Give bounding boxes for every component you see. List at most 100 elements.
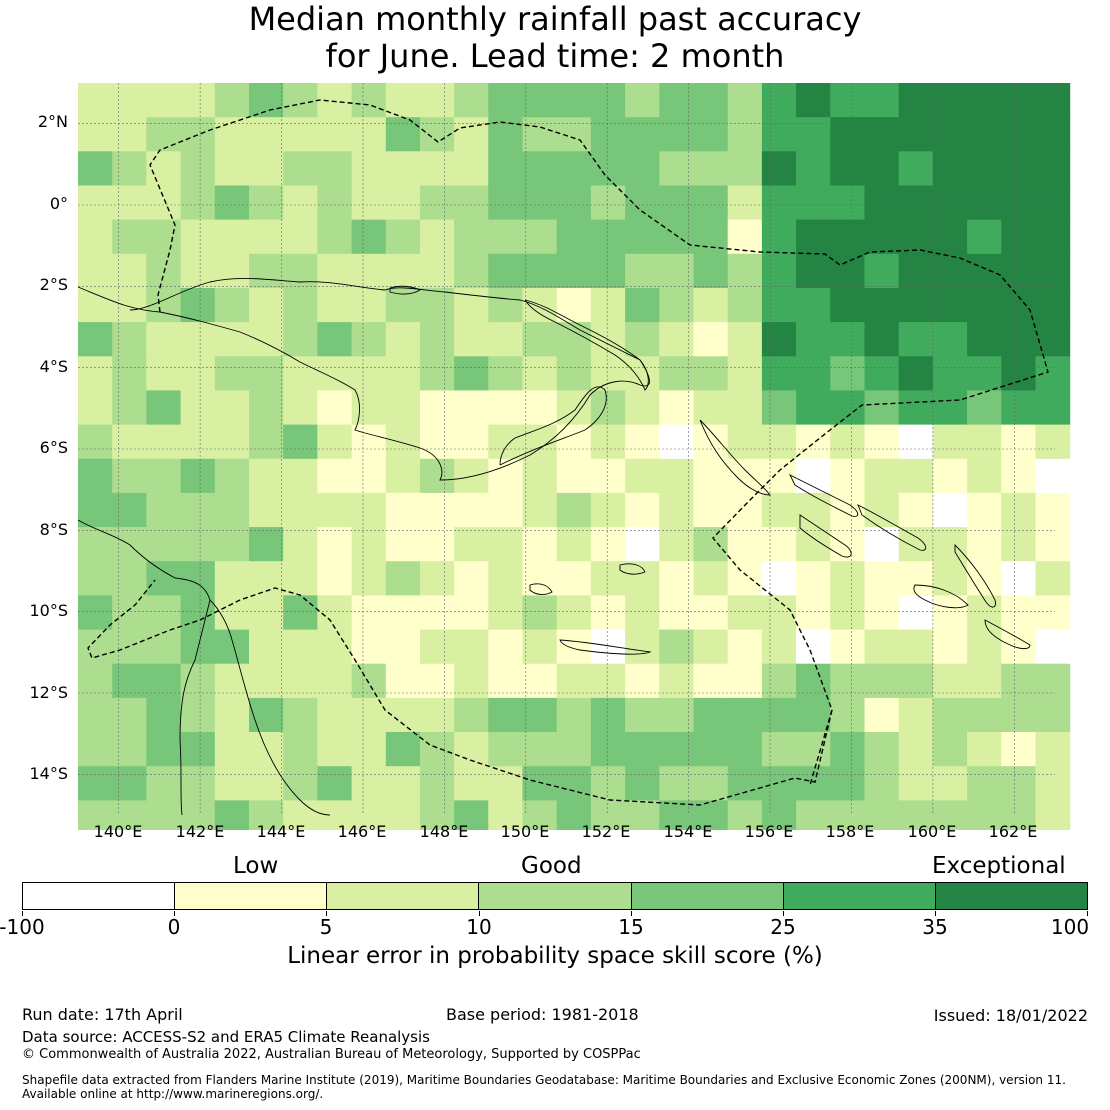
skill-cell bbox=[488, 697, 523, 733]
skill-cell bbox=[454, 492, 489, 528]
skill-cell bbox=[830, 663, 865, 699]
skill-cell bbox=[420, 253, 455, 289]
skill-cell bbox=[796, 253, 831, 289]
skill-cell bbox=[180, 117, 216, 152]
skill-cell bbox=[727, 492, 763, 528]
skill-cell bbox=[864, 492, 900, 528]
skill-cell bbox=[693, 185, 729, 221]
colorbar-tick-label: 15 bbox=[618, 915, 644, 939]
skill-cell bbox=[864, 595, 900, 631]
skill-cell bbox=[420, 629, 455, 665]
skill-cell bbox=[249, 527, 284, 562]
skill-cell bbox=[214, 766, 250, 801]
colorbar-tick bbox=[631, 911, 632, 916]
skill-cell bbox=[249, 629, 284, 665]
skill-cell bbox=[454, 697, 489, 733]
skill-cell bbox=[112, 356, 147, 391]
skill-cell bbox=[967, 527, 1002, 562]
skill-cell bbox=[693, 527, 729, 562]
skill-cell bbox=[522, 253, 558, 289]
skill-cell bbox=[454, 595, 489, 631]
skill-cell bbox=[351, 185, 387, 221]
skill-cell bbox=[830, 800, 865, 830]
skill-cells bbox=[78, 83, 1071, 830]
new-ireland-coast bbox=[524, 299, 649, 391]
skill-cell bbox=[693, 697, 729, 733]
skill-cell bbox=[351, 117, 387, 152]
skill-cell bbox=[898, 117, 934, 152]
skill-cell bbox=[420, 185, 455, 221]
skill-cell bbox=[283, 117, 318, 152]
skill-cell bbox=[898, 219, 934, 255]
skill-cell bbox=[727, 424, 763, 460]
skill-cell bbox=[967, 595, 1002, 631]
skill-cell bbox=[112, 424, 147, 460]
skill-cell bbox=[283, 83, 318, 118]
lat-label: 14°S bbox=[29, 764, 68, 783]
skill-cell bbox=[761, 253, 797, 289]
skill-cell bbox=[420, 766, 455, 801]
skill-cell bbox=[214, 424, 250, 460]
skill-cell bbox=[522, 561, 558, 596]
skill-cell bbox=[830, 697, 865, 733]
skill-cell bbox=[146, 595, 182, 631]
legend-category-good: Good bbox=[521, 853, 582, 879]
skill-cell bbox=[761, 800, 797, 830]
lon-label: 150°E bbox=[500, 822, 550, 841]
skill-cell bbox=[761, 117, 797, 152]
skill-cell bbox=[625, 629, 660, 665]
skill-cell bbox=[761, 629, 797, 665]
skill-cell bbox=[214, 83, 250, 118]
skill-cell bbox=[1035, 527, 1071, 562]
skill-cell bbox=[1035, 800, 1071, 830]
skill-cell bbox=[283, 527, 318, 562]
skill-cell bbox=[830, 527, 865, 562]
skill-cell bbox=[522, 527, 558, 562]
skill-cell bbox=[385, 185, 421, 221]
skill-cell bbox=[522, 492, 558, 528]
skill-cell bbox=[830, 356, 865, 391]
skill-cell bbox=[727, 629, 763, 665]
skill-cell bbox=[590, 288, 626, 323]
dentrecasteaux-coast bbox=[529, 583, 553, 595]
skill-cell bbox=[590, 117, 626, 152]
skill-cell bbox=[761, 322, 797, 357]
colorbar-tick-label: -100 bbox=[0, 915, 45, 939]
new-britain-coast bbox=[499, 386, 607, 466]
skill-cell bbox=[967, 185, 1002, 221]
skill-cell bbox=[727, 800, 763, 830]
skill-cell bbox=[283, 697, 318, 733]
skill-cell bbox=[796, 424, 831, 460]
skill-cell bbox=[112, 151, 147, 186]
skill-cell bbox=[420, 288, 455, 323]
skill-cell bbox=[556, 390, 592, 426]
skill-cell bbox=[898, 390, 934, 426]
skill-cell bbox=[214, 390, 250, 426]
skill-cell bbox=[522, 766, 558, 801]
skill-cell bbox=[522, 185, 558, 221]
skill-cell bbox=[967, 697, 1002, 733]
skill-cell bbox=[590, 151, 626, 186]
skill-cell bbox=[864, 527, 900, 562]
skill-cell bbox=[830, 390, 865, 426]
skill-cell bbox=[556, 117, 592, 152]
skill-cell bbox=[214, 356, 250, 391]
skill-cell bbox=[590, 492, 626, 528]
skill-cell bbox=[727, 697, 763, 733]
png-eez-boundary bbox=[149, 99, 1049, 786]
skill-cell bbox=[214, 219, 250, 255]
skill-cell bbox=[761, 219, 797, 255]
skill-cell bbox=[317, 322, 353, 357]
lon-label: 142°E bbox=[175, 822, 225, 841]
skill-cell bbox=[146, 288, 182, 323]
skill-cell bbox=[590, 458, 626, 494]
skill-cell bbox=[898, 561, 934, 596]
skill-cell bbox=[385, 424, 421, 460]
skill-cell bbox=[249, 288, 284, 323]
lon-label: 146°E bbox=[337, 822, 387, 841]
skill-cell bbox=[112, 117, 147, 152]
skill-cell bbox=[146, 390, 182, 426]
skill-cell bbox=[898, 629, 934, 665]
skill-cell bbox=[967, 117, 1002, 152]
colorbar-tick bbox=[326, 911, 327, 916]
